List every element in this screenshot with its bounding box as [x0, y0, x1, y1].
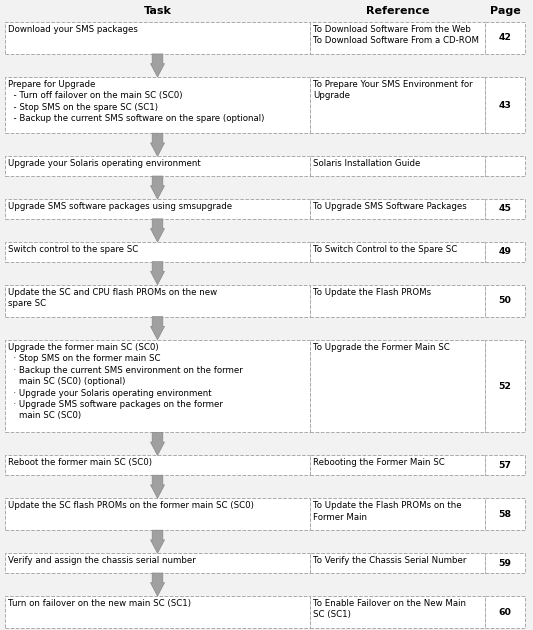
Bar: [310, 199, 485, 219]
Text: 57: 57: [498, 461, 512, 470]
Bar: [485, 22, 525, 54]
Bar: [5, 553, 310, 573]
Bar: [310, 596, 485, 628]
Bar: [485, 498, 525, 530]
Polygon shape: [150, 261, 165, 285]
Text: Verify and assign the chassis serial number: Verify and assign the chassis serial num…: [8, 556, 196, 565]
Text: 49: 49: [498, 248, 512, 256]
Polygon shape: [150, 219, 165, 242]
Text: 50: 50: [498, 296, 512, 305]
Bar: [310, 77, 485, 133]
Polygon shape: [150, 475, 165, 498]
Text: Reference: Reference: [366, 6, 429, 16]
Bar: [5, 285, 310, 317]
Bar: [485, 596, 525, 628]
Bar: [5, 596, 310, 628]
Text: Solaris Installation Guide: Solaris Installation Guide: [313, 159, 421, 168]
Bar: [310, 285, 485, 317]
Text: To Upgrade the Former Main SC: To Upgrade the Former Main SC: [313, 343, 450, 352]
Polygon shape: [150, 176, 165, 199]
Text: Prepare for Upgrade
  - Turn off failover on the main SC (SC0)
  - Stop SMS on t: Prepare for Upgrade - Turn off failover …: [8, 80, 264, 123]
Bar: [485, 156, 525, 176]
Bar: [310, 22, 485, 54]
Text: 43: 43: [498, 101, 512, 110]
Polygon shape: [150, 317, 165, 340]
Bar: [5, 156, 310, 176]
Text: Upgrade SMS software packages using smsupgrade: Upgrade SMS software packages using smsu…: [8, 202, 232, 211]
Bar: [485, 340, 525, 432]
Text: To Switch Control to the Spare SC: To Switch Control to the Spare SC: [313, 245, 457, 254]
Polygon shape: [150, 133, 165, 156]
Bar: [485, 199, 525, 219]
Bar: [5, 242, 310, 261]
Bar: [310, 455, 485, 475]
Bar: [5, 455, 310, 475]
Polygon shape: [150, 530, 165, 553]
Bar: [5, 22, 310, 54]
Text: 42: 42: [498, 33, 512, 42]
Polygon shape: [150, 573, 165, 596]
Text: To Enable Failover on the New Main
SC (SC1): To Enable Failover on the New Main SC (S…: [313, 599, 466, 619]
Text: Download your SMS packages: Download your SMS packages: [8, 25, 138, 34]
Bar: [5, 498, 310, 530]
Text: 59: 59: [498, 559, 512, 568]
Bar: [5, 77, 310, 133]
Bar: [485, 242, 525, 261]
Bar: [310, 340, 485, 432]
Text: To Update the Flash PROMs: To Update the Flash PROMs: [313, 288, 431, 297]
Text: Page: Page: [490, 6, 520, 16]
Bar: [310, 242, 485, 261]
Bar: [310, 156, 485, 176]
Bar: [5, 199, 310, 219]
Text: Turn on failover on the new main SC (SC1): Turn on failover on the new main SC (SC1…: [8, 599, 191, 608]
Text: Upgrade your Solaris operating environment: Upgrade your Solaris operating environme…: [8, 159, 201, 168]
Text: To Update the Flash PROMs on the
Former Main: To Update the Flash PROMs on the Former …: [313, 501, 462, 522]
Text: To Download Software From the Web
To Download Software From a CD-ROM: To Download Software From the Web To Dow…: [313, 25, 479, 45]
Text: To Verify the Chassis Serial Number: To Verify the Chassis Serial Number: [313, 556, 466, 565]
Bar: [485, 455, 525, 475]
Text: Rebooting the Former Main SC: Rebooting the Former Main SC: [313, 459, 445, 467]
Polygon shape: [150, 54, 165, 77]
Text: To Prepare Your SMS Environment for
Upgrade: To Prepare Your SMS Environment for Upgr…: [313, 80, 473, 100]
Text: 58: 58: [498, 510, 512, 518]
Polygon shape: [150, 432, 165, 455]
Text: 60: 60: [498, 607, 512, 617]
Text: 45: 45: [498, 205, 512, 214]
Bar: [5, 340, 310, 432]
Bar: [485, 285, 525, 317]
Bar: [485, 553, 525, 573]
Text: Upgrade the former main SC (SC0)
  · Stop SMS on the former main SC
  · Backup t: Upgrade the former main SC (SC0) · Stop …: [8, 343, 243, 420]
Text: To Upgrade SMS Software Packages: To Upgrade SMS Software Packages: [313, 202, 467, 211]
Text: Update the SC flash PROMs on the former main SC (SC0): Update the SC flash PROMs on the former …: [8, 501, 254, 510]
Text: Reboot the former main SC (SC0): Reboot the former main SC (SC0): [8, 459, 152, 467]
Text: Switch control to the spare SC: Switch control to the spare SC: [8, 245, 138, 254]
Bar: [310, 498, 485, 530]
Text: 52: 52: [498, 382, 512, 391]
Bar: [310, 553, 485, 573]
Text: Update the SC and CPU flash PROMs on the new
spare SC: Update the SC and CPU flash PROMs on the…: [8, 288, 217, 308]
Text: Task: Task: [143, 6, 172, 16]
Bar: [485, 77, 525, 133]
